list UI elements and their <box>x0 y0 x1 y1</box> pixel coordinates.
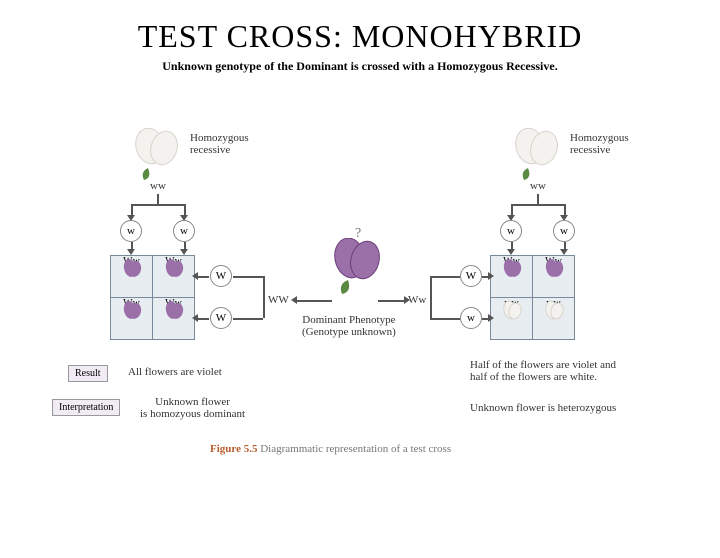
label-ww-right-top: ww <box>530 180 546 192</box>
arrow-head <box>192 314 198 322</box>
page-title: TEST CROSS: MONOHYBRID <box>0 18 720 55</box>
result-right-text: Half of the flowers are violet and half … <box>470 359 616 383</box>
allele-W: W <box>460 265 482 287</box>
flower-unknown-center <box>328 238 386 301</box>
result-left-text: All flowers are violet <box>128 366 222 378</box>
arrow-head <box>488 272 494 280</box>
label-WW: WW <box>268 294 289 306</box>
label-homo-rec-left: Homozygous recessive <box>190 132 249 156</box>
flower-homo-rec-left <box>130 128 184 187</box>
arrow <box>537 194 539 204</box>
interp-right-text: Unknown flower is heterozygous <box>470 402 616 414</box>
allele-w: w <box>460 307 482 329</box>
arrow-head <box>488 314 494 322</box>
arrow-head <box>192 272 198 280</box>
punnett-left: Ww Ww Ww Ww <box>110 255 195 340</box>
allele-W: W <box>210 265 232 287</box>
question-mark: ? <box>355 226 361 242</box>
label-ww-left-top: ww <box>150 180 166 192</box>
result-box: Result <box>68 365 108 382</box>
allele-W: W <box>210 307 232 329</box>
arrow-head <box>291 296 297 304</box>
label-dom-pheno: Dominant Phenotype (Genotype unknown) <box>302 314 396 338</box>
flower-homo-rec-right <box>510 128 564 187</box>
arrow <box>511 204 565 206</box>
allele-w: w <box>553 220 575 242</box>
arrow <box>197 318 209 320</box>
allele-w: w <box>500 220 522 242</box>
label-homo-rec-right: Homozygous recessive <box>570 132 629 156</box>
allele-w: w <box>120 220 142 242</box>
punnett-right: Ww Ww ww ww <box>490 255 575 340</box>
arrow <box>378 300 406 302</box>
arrow <box>233 318 263 320</box>
arrow <box>233 276 263 278</box>
arrow <box>263 276 265 318</box>
arrow <box>430 318 460 320</box>
interpretation-box: Interpretation <box>52 399 120 416</box>
diagram-area: Homozygous recessive ww Homozygous reces… <box>0 118 720 538</box>
arrow <box>197 276 209 278</box>
arrow <box>296 300 332 302</box>
arrow <box>131 204 185 206</box>
arrow <box>430 276 432 318</box>
arrow <box>430 276 460 278</box>
allele-w: w <box>173 220 195 242</box>
label-Ww: Ww <box>408 294 426 306</box>
interp-left-text: Unknown flower is homozyous dominant <box>140 396 245 420</box>
arrow <box>157 194 159 204</box>
arrow-head <box>404 296 410 304</box>
figure-caption: Figure 5.5 Diagrammatic representation o… <box>210 443 451 455</box>
page-subtitle: Unknown genotype of the Dominant is cros… <box>0 59 720 74</box>
